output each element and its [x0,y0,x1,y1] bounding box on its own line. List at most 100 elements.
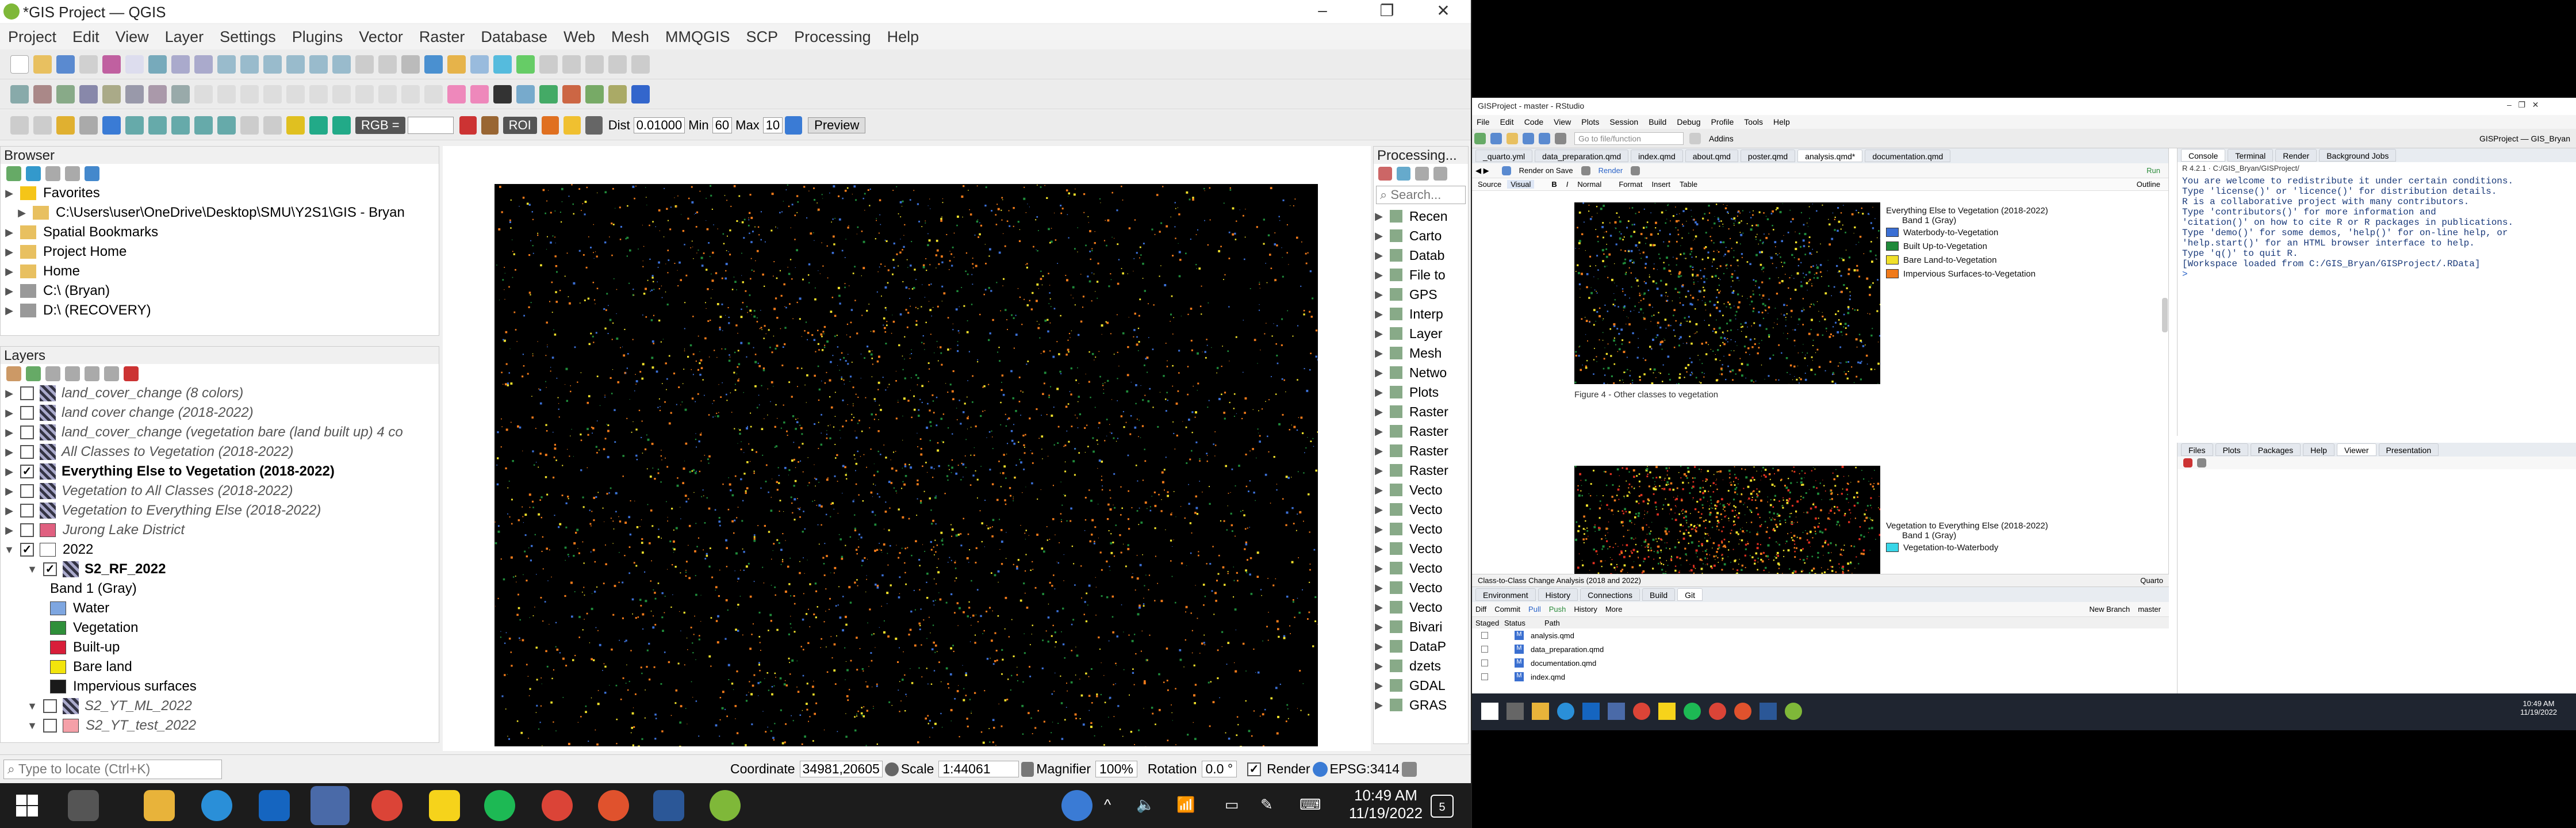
layer-visibility-checkbox[interactable] [20,425,34,439]
copy-features-icon[interactable] [355,85,374,103]
history-icon[interactable] [1415,167,1429,181]
layer-visibility-checkbox[interactable] [20,523,34,537]
doc-save-icon[interactable] [1501,166,1511,175]
browser-item[interactable]: ▶ C:\ (Bryan) [4,281,439,301]
add-spatialite-icon[interactable] [125,85,144,103]
data-source-manager-icon[interactable] [10,85,29,103]
crs-icon[interactable] [1312,761,1328,777]
doc-tab[interactable]: data_preparation.qmd [1535,150,1629,162]
processing-provider[interactable]: ▶ Raster [1374,441,1468,461]
rs-menu-profile[interactable]: Profile [1711,117,1734,126]
layer-item[interactable]: ▼ S2_YT_test_2022 [4,716,439,735]
processing-provider[interactable]: ▶ Recen [1374,206,1468,226]
style-manager-icon[interactable] [102,55,121,74]
rs-save-icon[interactable] [1523,132,1534,144]
add-raster-icon[interactable] [56,85,75,103]
expand-arrow-icon[interactable]: ▶ [1375,269,1383,281]
rs-layout-icon[interactable] [1689,132,1701,144]
map-canvas[interactable] [494,184,1320,749]
scp-input-icon[interactable] [309,116,328,135]
edit-icon[interactable] [217,85,236,103]
browser-item[interactable]: ▶ Project Home [4,242,439,262]
layer-visibility-checkbox[interactable] [20,406,34,420]
browser-item[interactable]: ▶ D:\ (RECOVERY) [4,301,439,320]
layer-item[interactable]: ▼ S2_YT_ML_2022 [4,696,439,716]
expand-arrow-icon[interactable]: ▶ [5,226,13,238]
layer-style-icon[interactable] [286,116,305,135]
menu-raster[interactable]: Raster [419,28,465,45]
layer-visibility-checkbox[interactable] [43,719,57,733]
expand-arrow-icon[interactable]: ▶ [5,285,13,297]
doc-tab[interactable]: about.qmd [1685,150,1738,162]
properties-icon[interactable] [85,166,99,181]
layer-item[interactable]: ▶ Vegetation to All Classes (2018-2022) [4,481,439,501]
file-explorer-icon[interactable] [144,790,175,821]
rs-menu-file[interactable]: File [1477,117,1490,126]
rotation-field[interactable]: 0.0 ° [1201,761,1237,777]
layer-visibility-checkbox[interactable] [20,386,34,400]
identify-icon[interactable] [447,55,466,74]
manage-themes-icon[interactable] [45,366,60,381]
layer-visibility-checkbox[interactable]: ✓ [20,543,34,557]
delete-selected-icon[interactable] [309,85,328,103]
add-feature-icon[interactable] [263,85,282,103]
menu-plugins[interactable]: Plugins [292,28,343,45]
coordinate-field[interactable]: 34981,20605 [799,761,883,777]
zoom-pixel-icon[interactable] [102,116,121,135]
expand-arrow-icon[interactable]: ▶ [1375,347,1383,359]
expand-arrow-icon[interactable]: ▶ [1375,679,1383,691]
menu-scp[interactable]: SCP [746,28,779,45]
scale-icon[interactable] [171,116,190,135]
expand-arrow-icon[interactable]: ▶ [5,465,13,477]
rs-goto-input[interactable]: Go to file/function [1574,132,1684,145]
attribute-table-icon[interactable] [516,55,535,74]
temporal-icon[interactable] [401,55,420,74]
keyboard-icon[interactable]: ⌨ [1300,796,1321,813]
browser-item[interactable]: ▶ Home [4,262,439,281]
transform-icon[interactable] [194,116,213,135]
roi-pointer-icon[interactable] [459,116,477,135]
expand-arrow-icon[interactable]: ▶ [5,426,13,438]
plugin-e-icon[interactable] [608,85,627,103]
browser-item[interactable]: ▶ Favorites [4,183,439,203]
format-menu[interactable]: Format [1619,180,1643,189]
rs-menu-edit[interactable]: Edit [1500,117,1514,126]
field-calculator-icon[interactable] [539,55,558,74]
processing-search[interactable]: ⌕ Search... [1376,186,1466,204]
digitize-icon[interactable] [194,85,213,103]
menu-project[interactable]: Project [8,28,57,45]
menu-web[interactable]: Web [563,28,595,45]
dist-input[interactable]: 0.01000 [633,117,685,133]
source-mode-tab[interactable]: Source [1478,180,1502,189]
expand-arrow-icon[interactable]: ▶ [1375,327,1383,339]
notification-badge[interactable]: 5 [1431,795,1454,818]
expand-arrow-icon[interactable]: ▶ [5,407,13,419]
layer-item[interactable]: Built-up [4,638,439,657]
rs-new-file-icon[interactable] [1474,132,1486,144]
expand-arrow-icon[interactable]: ▶ [1375,660,1383,672]
layer-visibility-checkbox[interactable] [20,504,34,518]
scale-combobox[interactable]: 1:44061 [938,761,1019,777]
rs-menu-code[interactable]: Code [1524,117,1544,126]
add-wms-icon[interactable] [171,85,190,103]
expand-arrow-icon[interactable]: ▶ [1375,288,1383,300]
processing-provider[interactable]: ▶ dzets [1374,656,1468,676]
chrome-icon[interactable] [371,790,402,821]
expand-arrow-icon[interactable]: ▶ [1375,620,1383,632]
expand-arrow-icon[interactable]: ▶ [5,187,13,199]
move-icon[interactable] [125,116,144,135]
remove-layer-icon[interactable] [124,366,139,381]
save-project-icon[interactable] [56,55,75,74]
render-on-save-checkbox[interactable]: Render on Save [1519,166,1573,175]
toggle-extents-icon[interactable] [884,762,899,776]
cut-features-icon[interactable] [332,85,351,103]
add-postgis-icon[interactable] [148,85,167,103]
expand-arrow-icon[interactable]: ▶ [1375,464,1383,476]
restore-icon[interactable]: ❐ [1379,2,1394,20]
expand-arrow-icon[interactable]: ▶ [5,304,13,316]
scripts-icon[interactable] [1397,167,1410,181]
help-tray-icon[interactable] [1061,790,1092,821]
pen-icon[interactable]: ✎ [1260,796,1273,813]
expand-arrow-icon[interactable]: ▶ [1375,484,1383,496]
volume-icon[interactable]: 🔈 [1136,796,1155,813]
